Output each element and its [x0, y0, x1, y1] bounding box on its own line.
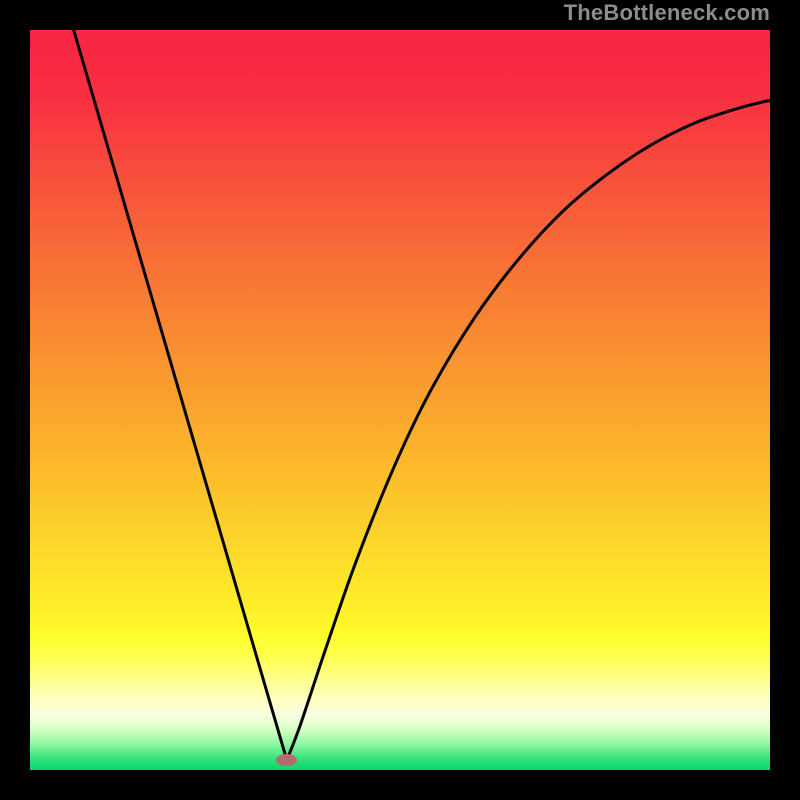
- plot-area: [30, 30, 770, 770]
- vertex-marker: [276, 754, 297, 766]
- outer-frame: TheBottleneck.com: [0, 0, 800, 800]
- gradient-and-curve: [30, 30, 770, 770]
- watermark-text: TheBottleneck.com: [564, 0, 770, 26]
